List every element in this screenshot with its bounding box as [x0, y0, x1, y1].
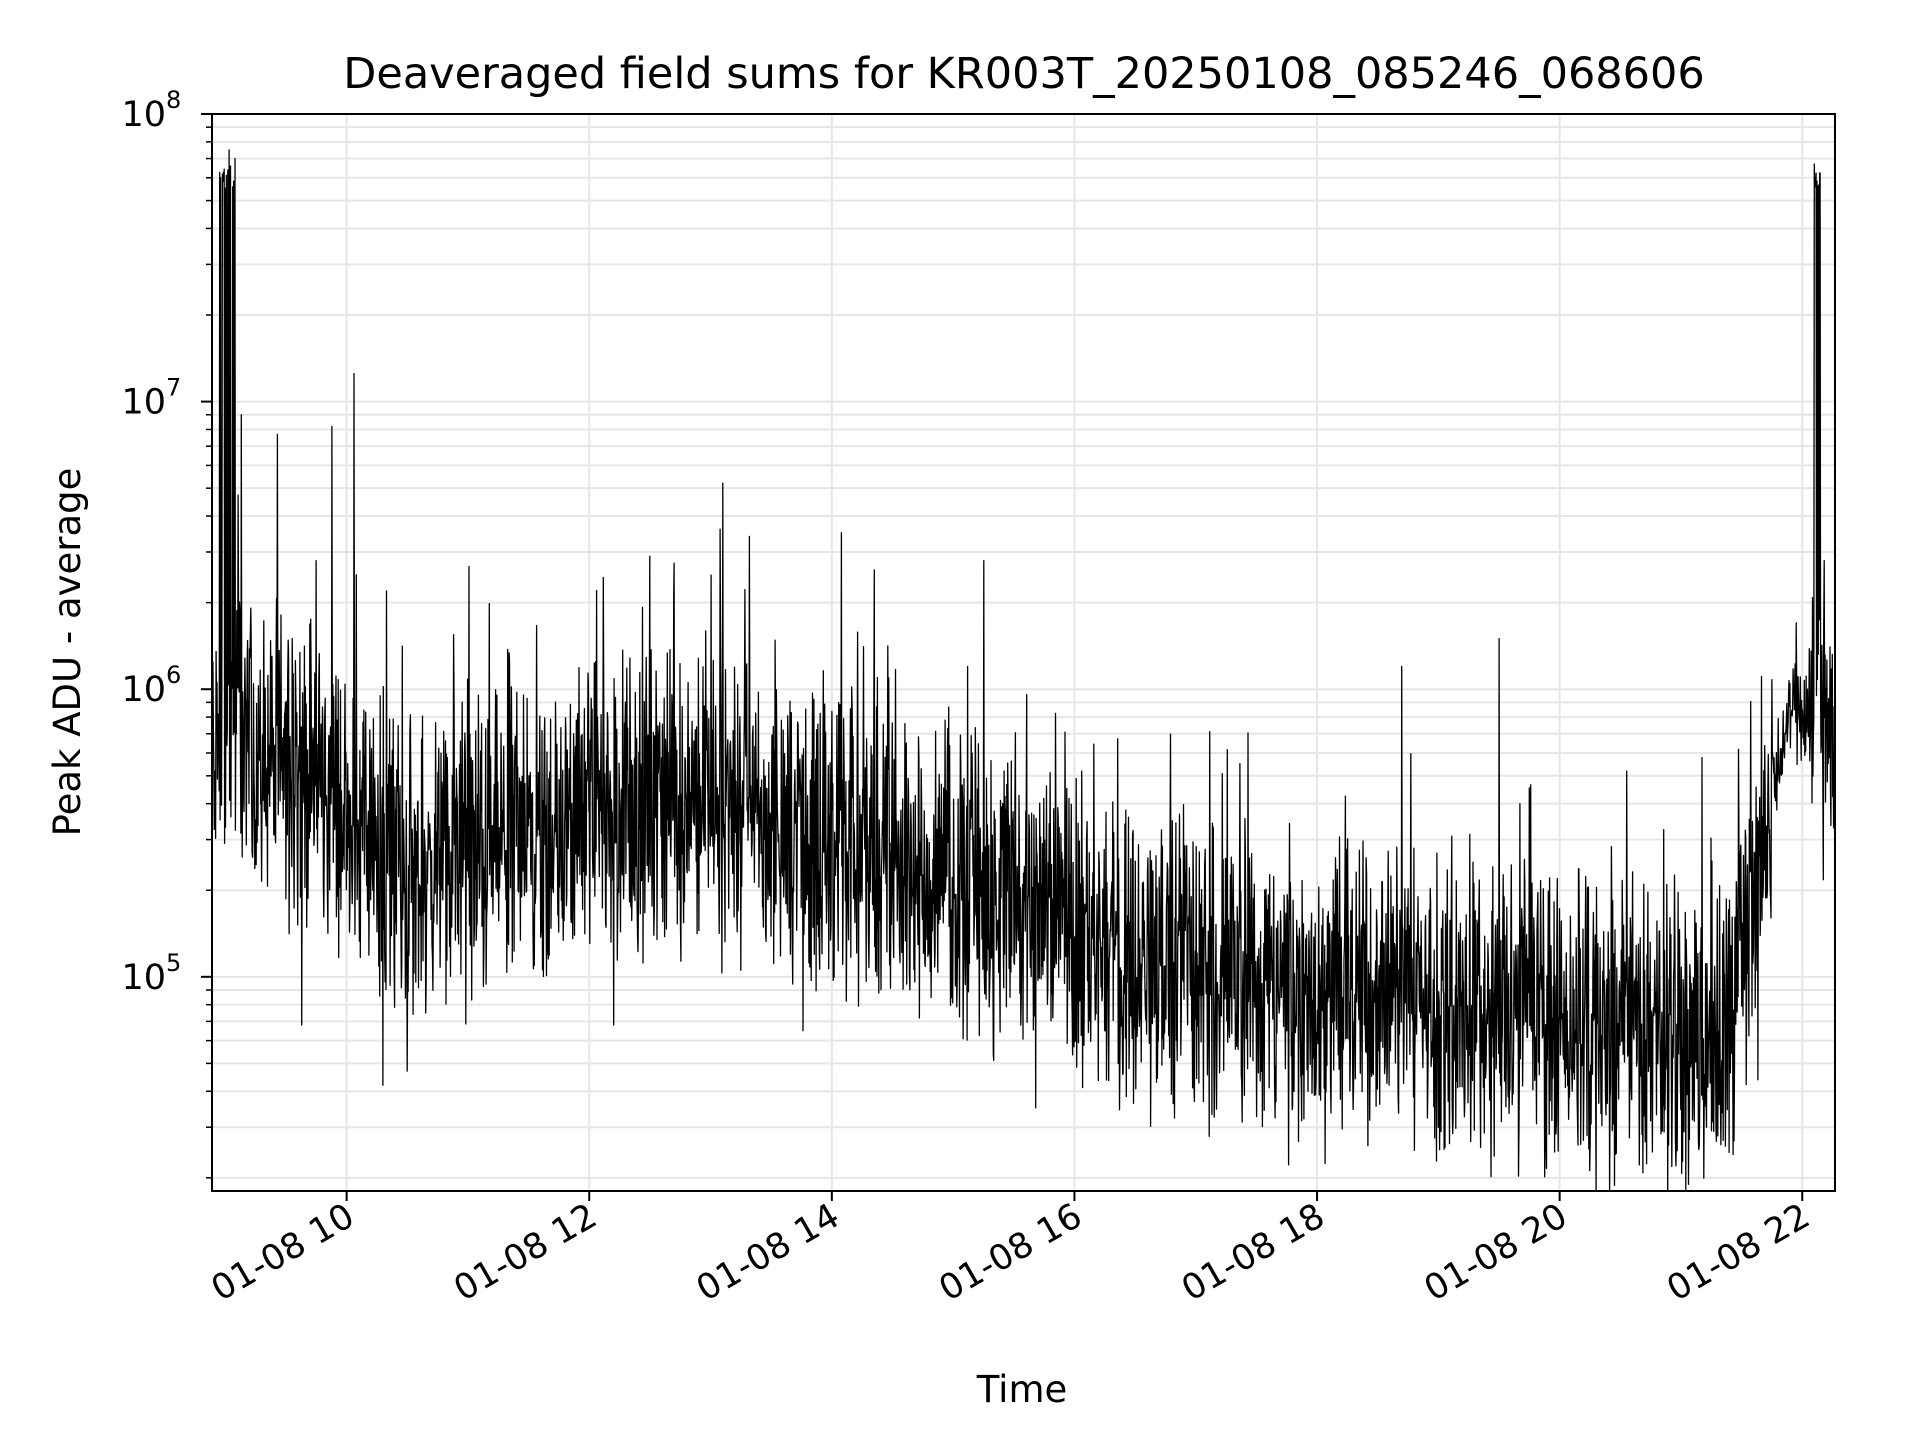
y-tick-label-base: 10: [121, 383, 166, 423]
x-tick-label: 01-08 18: [1175, 1196, 1331, 1309]
y-tick-label-exponent: 5: [166, 949, 181, 977]
x-tick-label: 01-08 10: [205, 1196, 361, 1309]
x-tick-label: 01-08 12: [447, 1196, 603, 1309]
plot-frame: [211, 113, 1836, 1192]
x-tick-label: 01-08 22: [1660, 1196, 1816, 1309]
x-tick-label: 01-08 16: [933, 1196, 1089, 1309]
y-tick-label-base: 10: [121, 95, 166, 135]
x-tick-label: 01-08 20: [1418, 1196, 1574, 1309]
y-tick-label-base: 10: [121, 958, 166, 998]
tick-layer: 01-08 10 01-08 12 01-08 14 01-08 16 01-08 18…: [121, 86, 1816, 1309]
x-axis-label: Time: [976, 1368, 1068, 1411]
y-tick-label-exponent: 6: [166, 661, 181, 689]
x-tick-label: 01-08 14: [690, 1196, 846, 1309]
series-layer: [211, 149, 1836, 1192]
y-tick-label-base: 10: [121, 670, 166, 710]
y-axis-label: Peak ADU - average: [46, 468, 89, 837]
y-tick-label-exponent: 8: [166, 86, 181, 114]
series-line-field-sums: [211, 149, 1836, 1192]
y-tick-label-exponent: 7: [166, 374, 181, 402]
chart-title: Deaveraged field sums for KR003T_2025010…: [343, 49, 1705, 99]
